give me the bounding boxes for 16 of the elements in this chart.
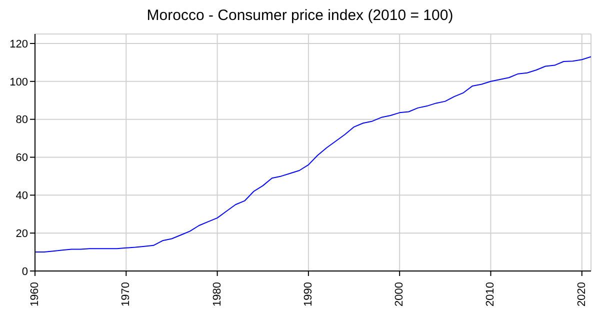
x-tick-label: 1980 xyxy=(211,282,224,306)
x-tick-label: 1990 xyxy=(302,282,314,306)
x-tick-label: 2000 xyxy=(394,282,406,306)
chart-title: Morocco - Consumer price index (2010 = 100) xyxy=(146,7,454,24)
y-tick-label: 100 xyxy=(10,76,28,88)
x-tick-label: 2020 xyxy=(576,282,588,306)
y-tick-label: 60 xyxy=(16,152,28,164)
y-tick-label: 40 xyxy=(16,190,28,202)
y-tick-label: 20 xyxy=(16,228,28,240)
x-tick-label: 1960 xyxy=(29,282,41,306)
y-tick-label: 120 xyxy=(10,38,28,50)
x-tick-label: 1970 xyxy=(120,282,132,306)
x-tick-label: 2010 xyxy=(484,282,497,306)
line-series xyxy=(35,56,591,253)
y-tick-label: 0 xyxy=(22,266,28,278)
y-tick-label: 80 xyxy=(16,114,28,126)
